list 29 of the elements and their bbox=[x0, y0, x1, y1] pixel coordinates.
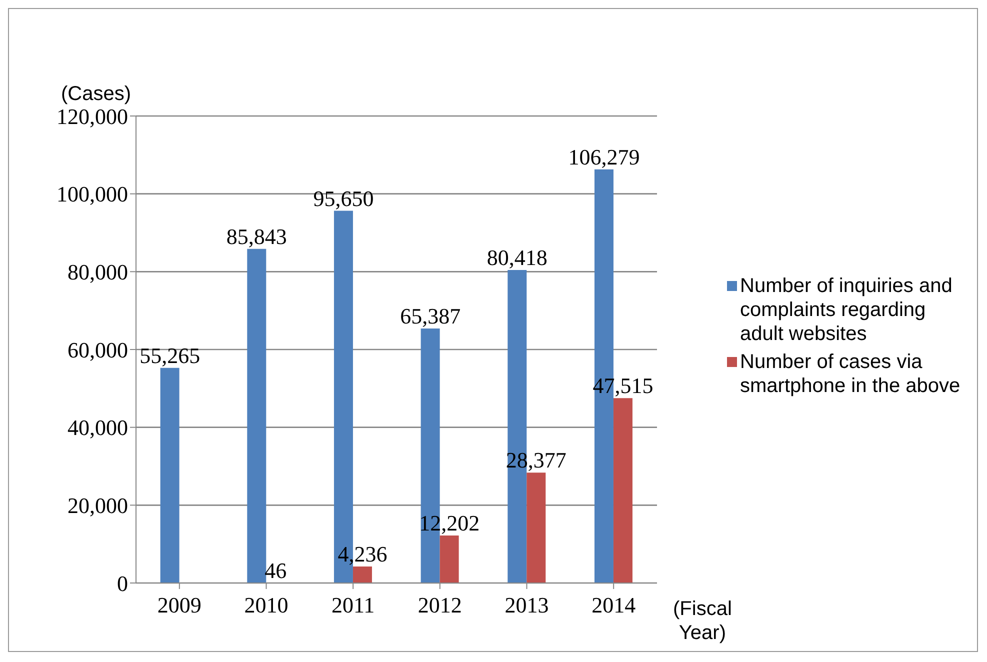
x-tick-label: 2010 bbox=[244, 592, 288, 618]
data-label: 106,279 bbox=[568, 144, 640, 170]
bar bbox=[352, 566, 372, 583]
y-tick-label: 80,000 bbox=[68, 259, 128, 284]
bar bbox=[613, 398, 632, 583]
y-tick-label: 120,000 bbox=[56, 104, 128, 129]
x-tick-label: 2014 bbox=[592, 592, 636, 618]
y-tick-label: 60,000 bbox=[68, 337, 128, 362]
bar bbox=[440, 536, 459, 583]
x-tick-label: 2009 bbox=[157, 592, 202, 618]
x-axis-title: (Fiscal Year) bbox=[673, 597, 732, 645]
y-tick-label: 40,000 bbox=[68, 415, 128, 440]
x-tick-label: 2012 bbox=[418, 592, 462, 618]
bar bbox=[526, 472, 546, 583]
y-tick-label: 20,000 bbox=[68, 492, 128, 518]
data-label: 55,265 bbox=[140, 342, 200, 368]
y-tick-label: 100,000 bbox=[56, 182, 128, 207]
y-axis-title: (Cases) bbox=[61, 83, 132, 106]
data-label: 85,843 bbox=[226, 224, 287, 249]
bar bbox=[160, 368, 180, 583]
x-tick-label: 2011 bbox=[331, 592, 375, 618]
x-tick-label: 2013 bbox=[504, 592, 549, 618]
legend-label: Number of inquiries and complaints regarding adult websites bbox=[740, 274, 954, 346]
data-label: 80,418 bbox=[486, 245, 548, 270]
bar bbox=[247, 248, 266, 583]
legend-label: Number of cases via smartphone in the above bbox=[740, 350, 962, 398]
data-label: 65,387 bbox=[400, 304, 461, 329]
y-tick-label: 0 bbox=[117, 570, 128, 596]
data-label: 95,650 bbox=[313, 186, 374, 211]
